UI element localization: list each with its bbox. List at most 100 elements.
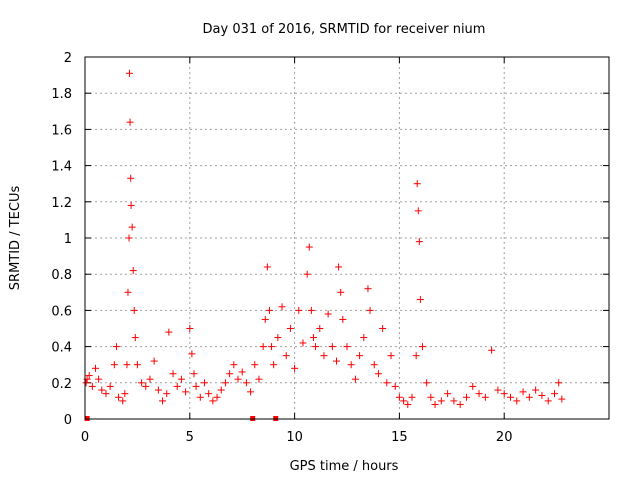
data-point xyxy=(165,328,173,336)
y-tick-label: 1.6 xyxy=(51,123,72,138)
data-point xyxy=(299,339,307,347)
data-point xyxy=(400,397,408,405)
data-point xyxy=(259,343,267,351)
data-point xyxy=(154,386,162,394)
data-point xyxy=(126,118,134,126)
data-point xyxy=(494,386,502,394)
data-point xyxy=(337,288,345,296)
data-point xyxy=(387,352,395,360)
data-point xyxy=(525,393,533,401)
data-point xyxy=(115,393,123,401)
data-point xyxy=(106,382,114,390)
data-point xyxy=(213,393,221,401)
data-point xyxy=(404,401,412,409)
y-tick-label: 1.8 xyxy=(51,87,72,102)
data-point xyxy=(558,395,566,403)
data-point xyxy=(328,343,336,351)
data-point xyxy=(366,306,374,314)
data-point xyxy=(360,334,368,342)
data-point xyxy=(98,386,106,394)
data-point xyxy=(169,370,177,378)
data-point xyxy=(544,397,552,405)
data-point xyxy=(379,325,387,332)
data-point xyxy=(82,379,90,387)
data-point xyxy=(339,315,347,323)
data-point xyxy=(532,386,540,394)
data-point xyxy=(255,375,263,383)
data-point xyxy=(462,393,470,401)
data-point xyxy=(437,397,445,405)
data-point xyxy=(343,343,351,351)
data-point xyxy=(391,382,399,390)
data-point xyxy=(555,379,563,387)
data-point xyxy=(412,352,420,360)
data-point xyxy=(263,263,271,271)
chart-title: Day 031 of 2016, SRMTID for receiver niu… xyxy=(203,22,486,37)
data-point xyxy=(130,306,138,314)
data-point xyxy=(413,180,421,188)
data-point xyxy=(488,346,496,354)
data-point xyxy=(190,370,198,378)
y-tick-label: 1.4 xyxy=(51,160,72,175)
data-point xyxy=(119,397,127,405)
data-point xyxy=(431,401,439,409)
data-point xyxy=(177,375,185,383)
data-point xyxy=(131,334,139,342)
data-point xyxy=(444,390,452,398)
y-tick-label: 1 xyxy=(64,232,72,247)
data-point xyxy=(238,368,246,376)
x-axis-label: GPS time / hours xyxy=(290,459,399,474)
data-point xyxy=(469,382,477,390)
data-point xyxy=(423,379,431,387)
data-point xyxy=(309,334,317,342)
y-tick-label: 0.2 xyxy=(51,377,72,392)
data-point xyxy=(125,69,133,77)
y-axis-label: SRMTID / TECUs xyxy=(8,186,23,291)
data-point xyxy=(506,393,514,401)
data-point xyxy=(270,361,278,369)
data-point xyxy=(138,379,146,387)
x-tick-label: 0 xyxy=(81,430,89,445)
data-point xyxy=(133,361,141,369)
data-point xyxy=(127,201,135,209)
data-point xyxy=(268,343,276,351)
data-point xyxy=(475,390,483,398)
data-point xyxy=(217,386,225,394)
data-point xyxy=(278,303,286,311)
data-point xyxy=(88,382,96,390)
data-point xyxy=(335,263,343,271)
data-point xyxy=(261,315,269,323)
data-point xyxy=(415,238,423,246)
data-point xyxy=(282,352,290,360)
data-point xyxy=(481,393,489,401)
grid-lines xyxy=(85,57,609,419)
data-point xyxy=(519,388,527,396)
data-point xyxy=(85,372,93,380)
data-point xyxy=(182,388,190,396)
data-point xyxy=(192,382,200,390)
data-point xyxy=(159,397,167,405)
data-point xyxy=(324,310,332,318)
data-point xyxy=(274,334,282,342)
data-point xyxy=(418,343,426,351)
data-point xyxy=(374,370,382,378)
data-point xyxy=(513,397,521,405)
data-point xyxy=(150,357,158,365)
data-point xyxy=(91,364,99,372)
data-point xyxy=(221,379,229,387)
data-point xyxy=(265,306,273,314)
data-point xyxy=(291,364,299,372)
data-point xyxy=(173,382,181,390)
data-point xyxy=(416,296,424,304)
data-point xyxy=(383,379,391,387)
data-point xyxy=(186,325,194,332)
x-tick-label: 15 xyxy=(391,430,408,445)
data-point xyxy=(500,390,508,398)
data-point xyxy=(312,343,320,351)
data-point xyxy=(320,352,328,360)
data-point xyxy=(146,375,154,383)
y-tick-label: 0.8 xyxy=(51,268,72,283)
data-point xyxy=(128,223,136,231)
